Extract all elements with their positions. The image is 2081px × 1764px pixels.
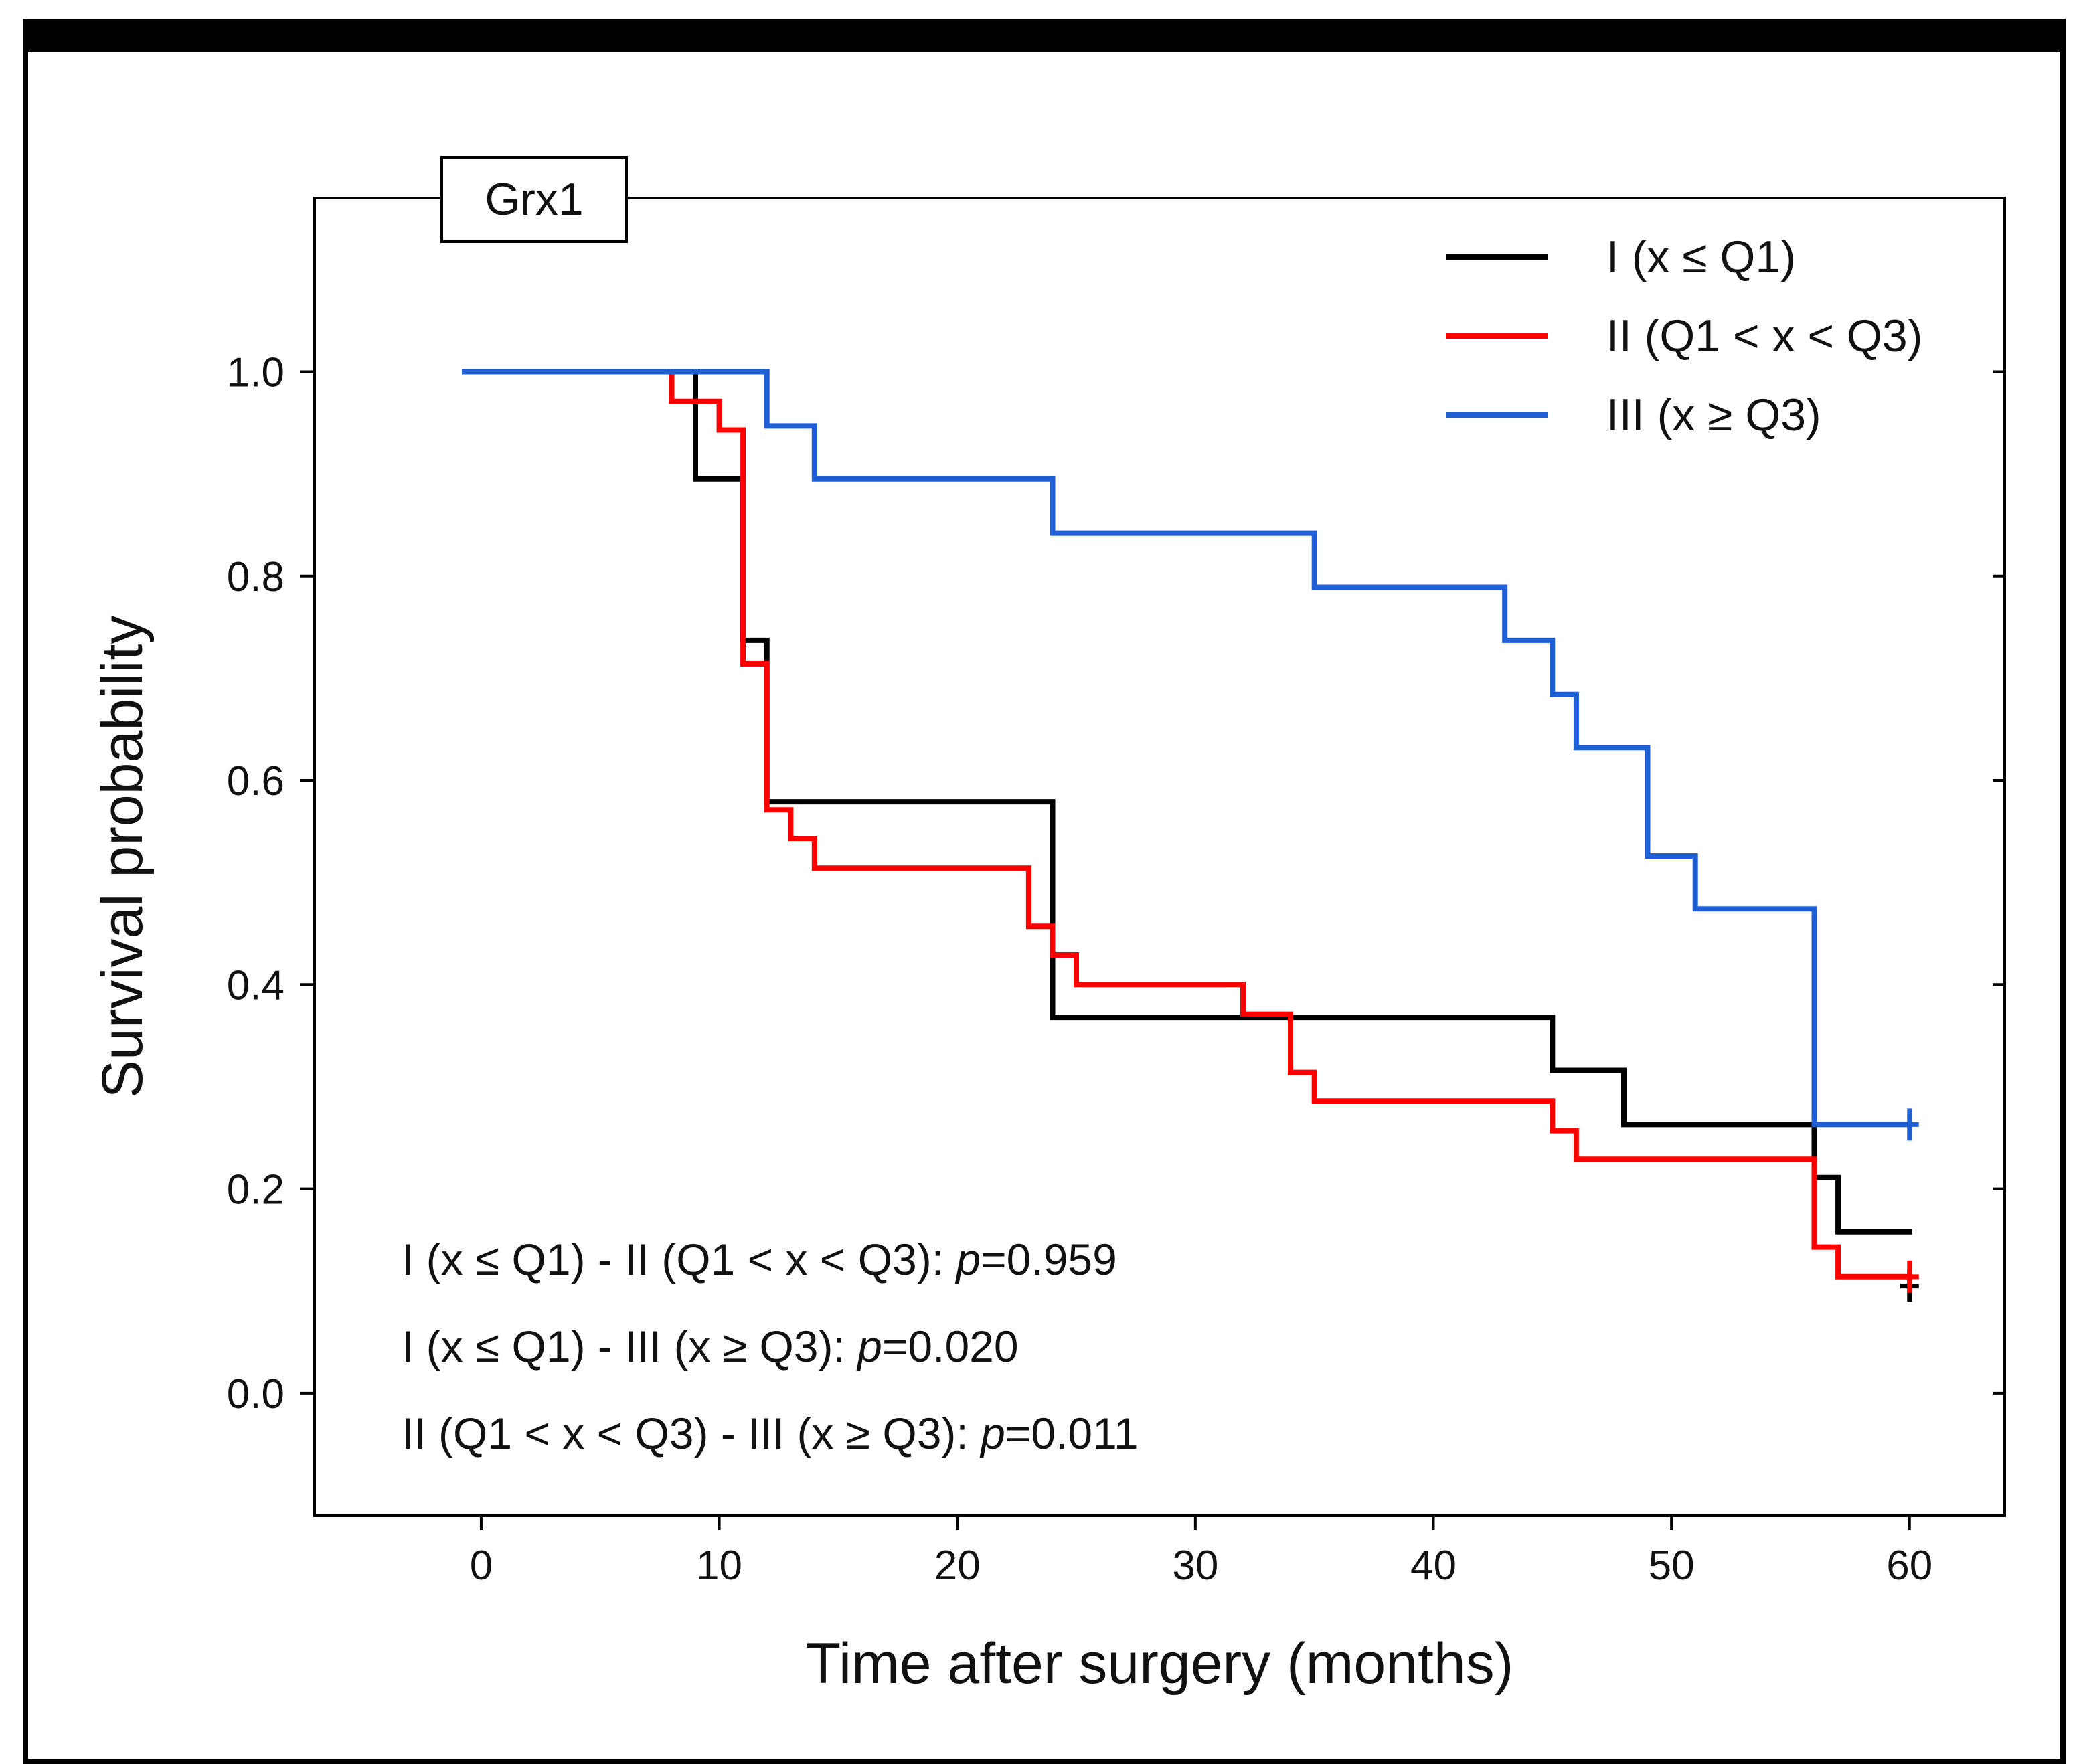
x-tick-label: 60 <box>1886 1542 1932 1589</box>
x-tick-label: 50 <box>1649 1542 1695 1589</box>
legend: I (x ≤ Q1) II (Q1 < x < Q3) III (x ≥ Q3) <box>1446 232 1922 440</box>
axes-box <box>313 197 2006 1517</box>
p-value: =0.959 <box>981 1235 1117 1284</box>
comparison-label: I (x ≤ Q1) - II (Q1 < x < Q3): <box>402 1235 956 1284</box>
p-value-annotation: I (x ≤ Q1) - III (x ≥ Q3): p=0.020 <box>402 1322 1019 1371</box>
p-value-annotations: I (x ≤ Q1) - II (Q1 < x < Q3): p=0.959I … <box>402 1235 1139 1458</box>
y-tick-label: 0.2 <box>227 1167 284 1213</box>
y-axis: 0.0 0.2 0.4 0.6 0.8 1.0 <box>227 349 2005 1417</box>
panel-label-box <box>440 156 628 243</box>
legend-label: III (x ≥ Q3) <box>1606 389 1821 440</box>
x-tick-label: 40 <box>1410 1542 1456 1589</box>
y-tick-label: 1.0 <box>227 349 284 395</box>
x-tick-label: 30 <box>1172 1542 1218 1589</box>
p-symbol: p <box>979 1409 1005 1458</box>
p-symbol: p <box>954 1235 981 1284</box>
x-axis-title: Time after surgery (months) <box>806 1631 1514 1696</box>
km-curve-series-3 <box>462 369 1912 1128</box>
y-tick-label: 0.8 <box>227 554 284 600</box>
comparison-label: I (x ≤ Q1) - III (x ≥ Q3): <box>402 1322 857 1371</box>
x-tick-label: 10 <box>696 1542 742 1589</box>
y-tick-label: 0.0 <box>227 1371 284 1417</box>
p-value: =0.011 <box>1005 1409 1139 1458</box>
plot-area <box>313 197 2006 1517</box>
x-tick-label: 20 <box>934 1542 981 1589</box>
p-value-annotation: I (x ≤ Q1) - II (Q1 < x < Q3): p=0.959 <box>402 1235 1117 1284</box>
p-value-annotation: II (Q1 < x < Q3) - III (x ≥ Q3): p=0.011 <box>402 1409 1139 1458</box>
y-tick-label: 0.6 <box>227 758 284 804</box>
y-tick-label: 0.4 <box>227 962 284 1008</box>
legend-label: I (x ≤ Q1) <box>1606 232 1796 282</box>
p-value: =0.020 <box>882 1322 1019 1371</box>
legend-label: II (Q1 < x < Q3) <box>1606 311 1922 361</box>
x-axis: 0 10 20 30 40 50 60 <box>470 1516 1932 1589</box>
p-symbol: p <box>856 1322 882 1371</box>
y-axis-title: Survival probability <box>90 616 155 1099</box>
comparison-label: II (Q1 < x < Q3) - III (x ≥ Q3): <box>402 1409 981 1458</box>
panel-label-text: Grx1 <box>485 174 583 225</box>
series-layer <box>462 369 1919 1302</box>
km-curve-series-2 <box>462 369 1912 1280</box>
panel-label: Grx1 <box>440 156 628 243</box>
km-curve-series-1 <box>462 369 1912 1235</box>
x-tick-label: 0 <box>470 1542 493 1589</box>
